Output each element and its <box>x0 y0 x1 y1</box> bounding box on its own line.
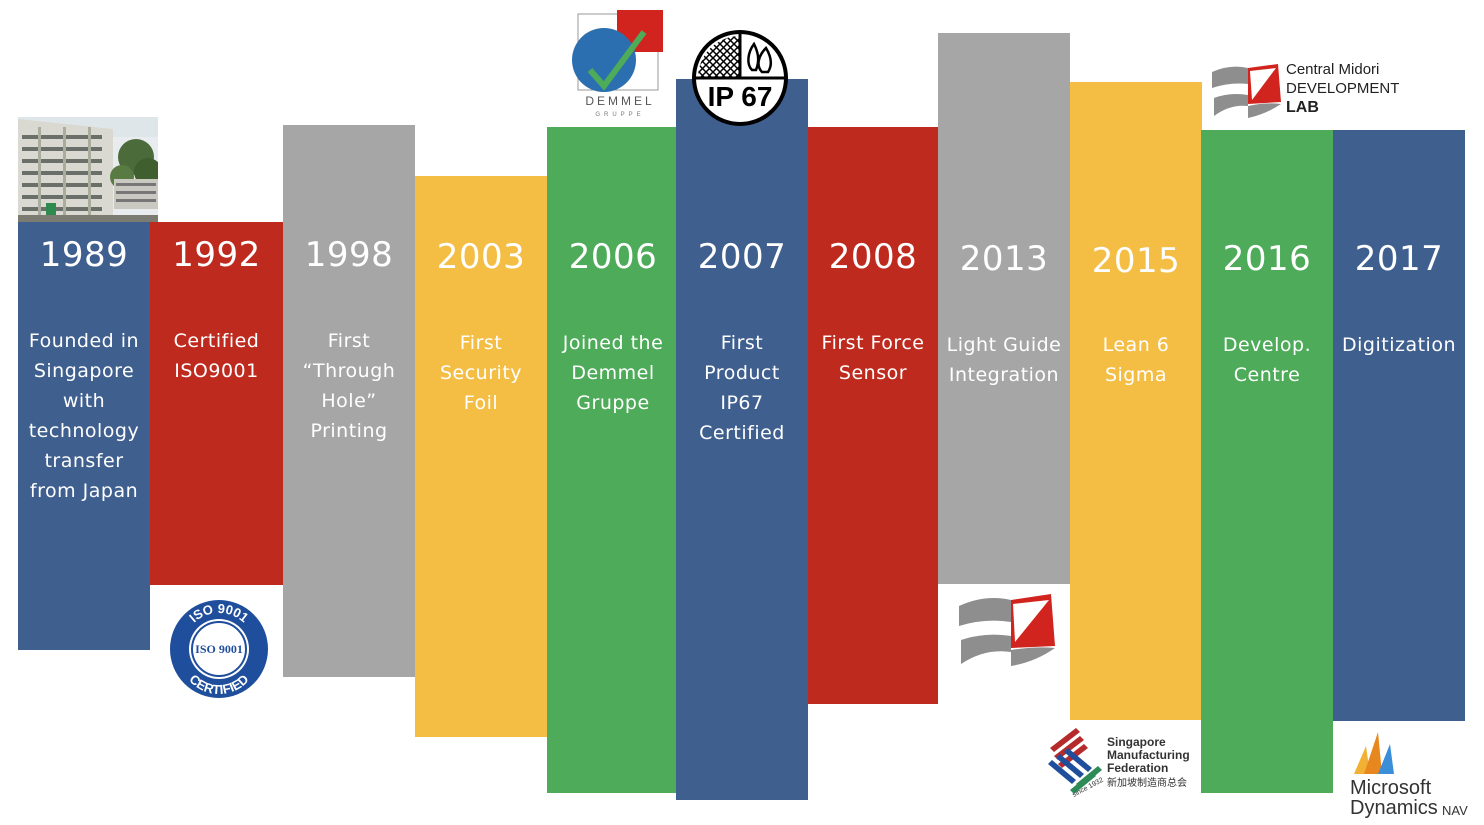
central-midori-line2: DEVELOPMENT <box>1286 80 1400 97</box>
milestone-description: Light Guide Integration <box>942 330 1066 390</box>
microsoft-text: Microsoft <box>1350 777 1432 799</box>
year-label: 2008 <box>828 237 918 277</box>
milestone-description: First “Through Hole” Printing <box>287 326 411 446</box>
description-line: Hole” <box>321 390 377 412</box>
description-line: Light Guide <box>946 334 1062 356</box>
description-line: Develop. <box>1222 334 1312 356</box>
timeline-column-1989: 1989 Founded in Singapore with technolog… <box>18 222 150 650</box>
description-line: with <box>62 390 106 412</box>
description-line: Centre <box>1233 364 1301 386</box>
description-line: Product <box>704 362 780 384</box>
iso-center-text: ISO 9001 <box>195 642 243 656</box>
description-line: First <box>720 332 764 354</box>
timeline-column-2016: 2016 Develop. Centre <box>1201 130 1333 793</box>
year-label: 2007 <box>697 237 787 277</box>
milestone-description: Founded in Singapore with technology tra… <box>22 326 146 506</box>
timeline-column-2013: 2013 Light Guide Integration <box>938 33 1070 584</box>
description-line: Gruppe <box>576 392 650 414</box>
timeline-column-2006: 2006 Joined the Demmel Gruppe <box>547 127 679 793</box>
demmel-name-text: DEMMEL <box>585 94 654 108</box>
milestone-description: Lean 6 Sigma <box>1074 330 1198 390</box>
description-line: Founded in <box>28 330 140 352</box>
description-line: ISO9001 <box>174 360 259 382</box>
timeline-column-1998: 1998 First “Through Hole” Printing <box>283 125 415 677</box>
demmel-gruppe-logo: DEMMEL GRUPPE <box>570 10 665 120</box>
description-line: technology <box>28 420 140 442</box>
description-line: Integration <box>948 364 1060 386</box>
singapore-manufacturing-federation-logo: Singapore Manufacturing Federation 新加坡制造… <box>1046 724 1206 802</box>
description-line: Digitization <box>1342 334 1456 356</box>
ip67-label-text: IP 67 <box>708 81 773 112</box>
milestone-description: First Product IP67 Certified <box>680 328 804 448</box>
description-line: Security <box>439 362 523 384</box>
year-label: 1992 <box>172 235 261 275</box>
description-line: First Force <box>821 332 925 354</box>
smf-chinese-name: 新加坡制造商总会 <box>1107 778 1187 789</box>
description-line: Demmel <box>571 362 655 384</box>
timeline-column-2017: 2017 Digitization <box>1333 130 1465 721</box>
building-photo <box>18 117 162 222</box>
milestone-description: First Force Sensor <box>812 328 934 388</box>
year-label: 2006 <box>568 237 658 277</box>
description-line: Foil <box>463 392 499 414</box>
timeline-column-2015: 2015 Lean 6 Sigma <box>1070 82 1202 720</box>
description-line: Certified <box>173 330 260 352</box>
timeline-column-1992: 1992 Certified ISO9001 <box>150 222 283 585</box>
central-midori-line3: LAB <box>1286 99 1319 116</box>
ip67-certification-logo: IP 67 <box>692 30 788 126</box>
description-line: from Japan <box>29 480 139 502</box>
smf-line: Manufacturing <box>1107 748 1190 762</box>
description-line: Certified <box>699 422 785 444</box>
central-midori-line1: Central Midori <box>1286 61 1380 78</box>
description-line: Singapore <box>33 360 135 382</box>
year-label: 2003 <box>436 237 526 277</box>
description-line: Printing <box>310 420 388 442</box>
dynamics-text: Dynamics <box>1350 797 1438 819</box>
microsoft-dynamics-nav-logo: Microsoft Dynamics NAV <box>1348 728 1478 822</box>
timeline-column-2007: 2007 First Product IP67 Certified <box>676 79 808 800</box>
description-line: Sensor <box>838 362 908 384</box>
year-label: 2013 <box>959 239 1049 279</box>
milestone-description: Joined the Demmel Gruppe <box>551 328 675 418</box>
description-line: Lean 6 <box>1102 334 1170 356</box>
description-line: Sigma <box>1104 364 1168 386</box>
timeline-column-2008: 2008 First Force Sensor <box>808 127 938 704</box>
year-label: 2015 <box>1091 241 1181 281</box>
year-label: 1989 <box>39 235 129 275</box>
description-line: Joined the <box>562 332 664 354</box>
milestone-description: Digitization <box>1337 330 1461 360</box>
year-label: 2017 <box>1354 239 1444 279</box>
description-line: transfer <box>44 450 124 472</box>
smf-line: Federation <box>1107 761 1169 775</box>
milestone-description: Develop. Centre <box>1205 330 1329 390</box>
milestone-description: Certified ISO9001 <box>154 326 279 386</box>
description-line: IP67 <box>720 392 764 414</box>
description-line: First <box>459 332 503 354</box>
smf-name: Singapore Manufacturing Federation <box>1107 736 1190 775</box>
iso-9001-certified-logo: ISO 9001 CERTIFIED ISO 9001 <box>167 598 271 700</box>
year-label: 1998 <box>304 235 394 275</box>
milestone-description: First Security Foil <box>419 328 543 418</box>
central-midori-mark-icon <box>955 592 1060 667</box>
description-line: First <box>327 330 371 352</box>
central-midori-logo-mark-icon <box>1208 62 1284 120</box>
description-line: “Through <box>302 360 396 382</box>
year-label: 2016 <box>1222 239 1312 279</box>
smf-line: Singapore <box>1107 735 1166 749</box>
nav-text: NAV <box>1442 803 1468 818</box>
timeline-column-2003: 2003 First Security Foil <box>415 176 547 737</box>
demmel-sub-text: GRUPPE <box>595 112 644 118</box>
